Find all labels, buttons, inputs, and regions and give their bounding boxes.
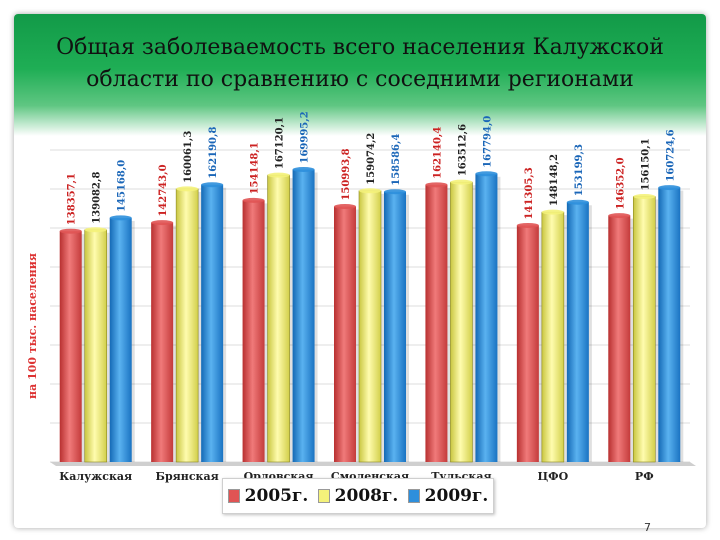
data-label-5-1: 148148,2 — [549, 154, 560, 206]
bar-cap-3-0 — [334, 204, 356, 210]
bar-cap-5-0 — [516, 222, 539, 228]
bar-cap-0-1 — [84, 227, 107, 233]
bar-cap-2-2 — [292, 167, 315, 173]
bar-3-2 — [384, 191, 406, 462]
legend-label-2008: 2008г. — [334, 486, 399, 506]
data-label-5-0: 141305,3 — [524, 167, 535, 219]
legend-item-2008: 2008г. — [317, 486, 399, 506]
bar-cap-5-2 — [566, 199, 589, 205]
page-number: 7 — [644, 521, 651, 534]
data-label-4-1: 163512,6 — [457, 124, 468, 176]
data-label-2-1: 167120,1 — [275, 117, 286, 169]
legend-swatch-2009 — [407, 489, 420, 503]
data-label-1-1: 160061,3 — [183, 131, 194, 183]
bar-5-2 — [566, 202, 589, 463]
bar-cap-2-1 — [267, 172, 290, 178]
bar-0-2 — [109, 217, 132, 462]
bar-cap-0-2 — [109, 215, 132, 221]
bar-cap-4-0 — [425, 182, 448, 188]
legend-item-2005: 2005г. — [227, 486, 309, 506]
data-label-5-2: 153199,3 — [574, 144, 585, 196]
bar-cap-1-1 — [176, 186, 199, 192]
data-label-0-1: 139082,8 — [92, 172, 103, 224]
chart-legend: 2005г. 2008г. 2009г. — [222, 478, 494, 514]
bar-cap-4-1 — [450, 179, 473, 185]
bar-4-2 — [475, 173, 498, 462]
data-label-6-2: 160724,6 — [665, 129, 676, 181]
data-label-4-0: 162140,4 — [432, 127, 443, 179]
bar-1-2 — [201, 184, 224, 462]
bar-cap-0-0 — [59, 228, 82, 234]
data-label-2-2: 169995,2 — [300, 111, 311, 163]
bar-cap-6-0 — [608, 213, 631, 219]
bar-cap-3-1 — [359, 188, 381, 194]
bar-cap-6-2 — [658, 185, 681, 191]
bar-5-1 — [541, 211, 565, 463]
y-axis-label: на 100 тыс. населения — [26, 253, 39, 399]
title-line-1: Общая заболеваемость всего населения Кал… — [56, 35, 664, 60]
title-band — [14, 14, 706, 136]
bar-1-0 — [151, 222, 174, 462]
data-label-3-2: 158586,4 — [391, 134, 402, 186]
category-label-5: ЦФО — [538, 470, 569, 483]
bar-cap-2-0 — [242, 197, 265, 203]
bar-3-1 — [358, 190, 382, 463]
category-label-6: РФ — [635, 470, 654, 483]
bar-6-1 — [632, 196, 656, 463]
data-label-6-0: 146352,0 — [615, 157, 626, 209]
data-label-0-0: 138357,1 — [67, 173, 78, 225]
page-title: Общая заболеваемость всего населения Кал… — [14, 32, 706, 96]
plot-floor — [50, 462, 696, 466]
data-label-1-0: 142743,0 — [158, 164, 169, 216]
legend-label-2005: 2005г. — [244, 486, 309, 506]
data-label-1-2: 162190,8 — [208, 126, 219, 178]
data-label-3-0: 150993,8 — [341, 148, 352, 200]
legend-label-2009: 2009г. — [424, 486, 489, 506]
bar-cap-6-1 — [633, 194, 656, 200]
data-label-0-2: 145168,0 — [117, 160, 128, 212]
bar-6-2 — [658, 187, 681, 462]
category-label-1: Брянская — [156, 470, 219, 483]
bar-cap-1-0 — [151, 220, 174, 226]
bar-6-0 — [608, 215, 631, 462]
data-label-4-2: 167794,0 — [482, 116, 493, 168]
bar-2-1 — [267, 174, 290, 463]
legend-swatch-2008 — [317, 489, 330, 503]
bar-2-0 — [242, 200, 265, 463]
bar-cap-1-2 — [201, 182, 224, 188]
bar-0-0 — [59, 231, 82, 462]
bar-3-0 — [334, 206, 356, 462]
bar-5-0 — [516, 225, 539, 462]
title-line-2: области по сравнению с соседними региона… — [86, 67, 634, 92]
data-label-2-0: 154148,1 — [250, 142, 261, 194]
bar-2-2 — [292, 169, 315, 463]
bar-0-1 — [84, 229, 108, 463]
category-label-0: Калужская — [59, 470, 132, 483]
bar-cap-5-1 — [541, 209, 564, 215]
bar-1-1 — [175, 188, 199, 463]
data-label-3-1: 159074,2 — [366, 133, 377, 185]
legend-item-2009: 2009г. — [407, 486, 489, 506]
bar-4-0 — [425, 184, 448, 462]
bar-cap-4-2 — [475, 171, 498, 177]
bar-cap-3-2 — [384, 189, 406, 195]
data-label-6-1: 156150,1 — [640, 138, 651, 190]
legend-swatch-2005 — [227, 489, 240, 503]
bar-4-1 — [450, 181, 473, 463]
